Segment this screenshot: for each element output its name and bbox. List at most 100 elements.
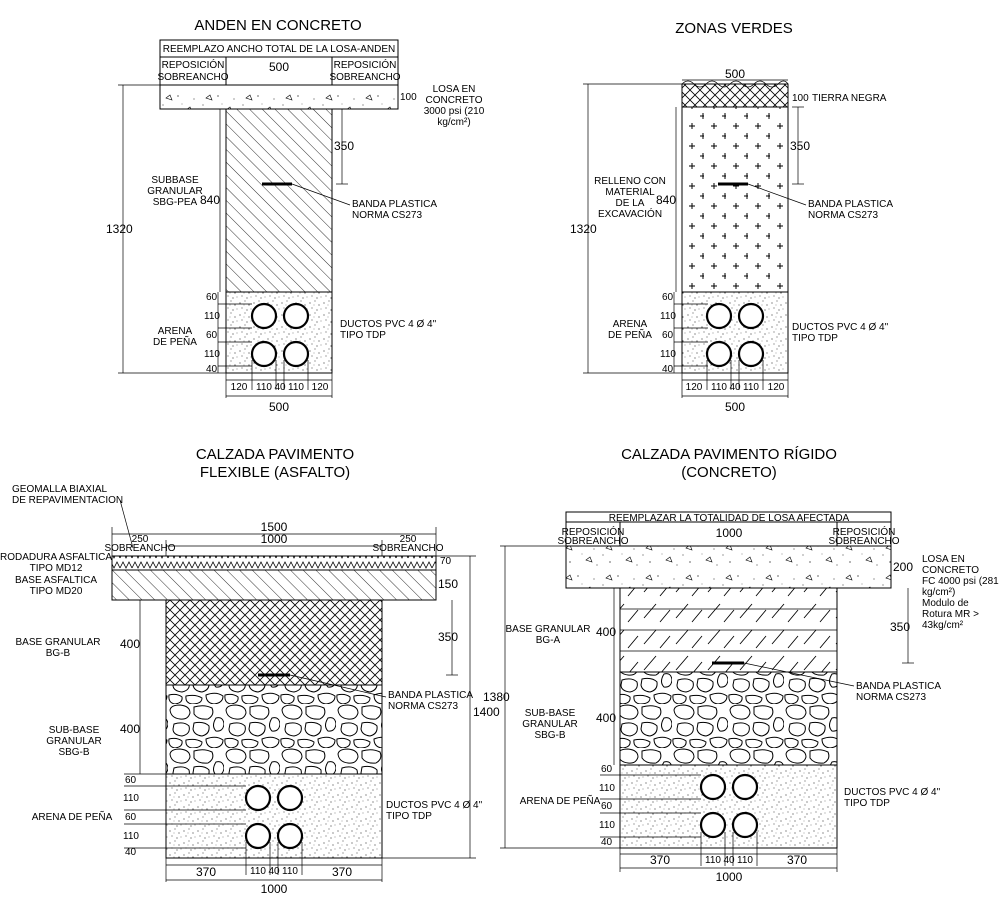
rigido-losa-2: CONCRETO [922, 565, 979, 576]
rigido-subbase-fill [619, 671, 838, 766]
anden-subbase-3: SBG-PEA [153, 197, 198, 208]
rigido-losa-7: 43kg/cm² [922, 620, 964, 631]
rigido-hdim-0: 370 [650, 853, 670, 867]
rigido-section: CALZADA PAVIMENTO RÍGIDO (CONCRETO) REEM… [483, 446, 999, 884]
anden-horizontal-dims: 120 110 40 110 120 500 [225, 360, 333, 414]
flexible-duct-4 [276, 822, 304, 850]
flexible-rodadura-1: RODADURA ASFALTICA [0, 552, 112, 563]
anden-dim-100: 100 [400, 92, 417, 103]
zonas-duct-3 [705, 340, 733, 368]
flexible-vdim-2: 60 [125, 812, 137, 823]
flexible-vdim-3: 110 [123, 831, 139, 842]
flexible-rodadura-2: TIPO MD12 [30, 563, 83, 574]
zonas-dim-1320: 1320 [570, 222, 597, 236]
zonas-hdim-2: 40 [729, 382, 741, 393]
zonas-vdim-0: 60 [662, 292, 674, 303]
zonas-horizontal-dims: 120 110 40 110 120 500 [681, 360, 789, 414]
zonas-dim-350: 350 [790, 139, 810, 153]
anden-hdim-3: 110 [288, 382, 304, 393]
flexible-sub-3: SBG-B [58, 747, 89, 758]
flexible-dim-350: 350 [438, 630, 458, 644]
rigido-arena: ARENA DE PEÑA [520, 794, 601, 807]
zonas-arena-2: DE PEÑA [608, 328, 652, 341]
anden-hdim-1: 110 [256, 382, 272, 393]
zonas-banda-1: BANDA PLASTICA [808, 199, 893, 210]
rigido-duct-1 [699, 773, 727, 801]
zonas-vertical-dims: 60 110 60 110 40 [660, 292, 708, 375]
anden-arena-fill [225, 291, 333, 374]
anden-vertical-dims: 60 110 60 110 40 [204, 292, 252, 375]
zonas-dim-840: 840 [656, 193, 676, 207]
flexible-dim-400b: 400 [120, 722, 140, 736]
flexible-sob-right: SOBREANCHO [372, 543, 443, 554]
flexible-base-asf-1: BASE ASFALTICA [15, 575, 97, 586]
rigido-vertical-dims: 60 110 60 110 40 [599, 764, 701, 848]
zonas-relleno-fill [681, 106, 789, 293]
rigido-title-2: (CONCRETO) [681, 464, 777, 481]
flexible-base-asfaltica-fill [111, 569, 437, 601]
rigido-width-1000: 1000 [716, 526, 743, 540]
flexible-title-2: FLEXIBLE (ASFALTO) [200, 464, 350, 481]
rigido-losa-1: LOSA EN [922, 554, 965, 565]
zonas-relleno-3: DE LA [616, 198, 645, 209]
rigido-base-gran-1: BASE GRANULAR [505, 624, 590, 635]
flexible-hdim-4: 370 [332, 865, 352, 879]
rigido-dim-1380: 1380 [483, 690, 510, 704]
flexible-horizontal-dims: 370 110 40 110 370 1000 [165, 842, 383, 896]
flexible-dim-400a: 400 [120, 637, 140, 651]
rigido-dim-400b: 400 [596, 711, 616, 725]
zonas-vdim-3: 110 [660, 349, 676, 360]
rigido-duct-3 [699, 811, 727, 839]
zonas-width-top: 500 [725, 67, 745, 81]
zonas-tierra: TIERRA NEGRA [812, 93, 887, 104]
flexible-banda-1: BANDA PLASTICA [388, 690, 473, 701]
flexible-sub-2: GRANULAR [46, 736, 102, 747]
flexible-base-granular-fill [165, 599, 383, 686]
anden-losa-3: 3000 psi (210 [424, 106, 485, 117]
rigido-hdim-4: 370 [787, 853, 807, 867]
rigido-vdim-2: 60 [601, 801, 613, 812]
anden-vdim-3: 110 [204, 349, 220, 360]
flexible-width-1500: 1500 [261, 520, 288, 534]
zonas-relleno-2: MATERIAL [605, 187, 655, 198]
rigido-ductos-1: DUCTOS PVC 4 Ø 4" [844, 787, 941, 798]
rigido-losa-3: FC 4000 psi (281 [922, 576, 999, 587]
rigido-losa-fill [565, 545, 892, 589]
zonas-ductos-2: TIPO TDP [792, 333, 838, 344]
rigido-top-note: REEMPLAZAR LA TOTALIDAD DE LOSA AFECTADA [609, 513, 850, 524]
flexible-vertical-dims: 60 110 60 110 40 [123, 773, 246, 858]
flexible-vdim-0: 60 [125, 775, 137, 786]
flexible-ductos-1: DUCTOS PVC 4 Ø 4" [386, 800, 483, 811]
zonas-relleno-4: EXCAVACIÓN [598, 207, 662, 220]
zonas-banda-2: NORMA CS273 [808, 210, 878, 221]
flexible-hdim-0: 370 [196, 865, 216, 879]
rigido-title-1: CALZADA PAVIMENTO RÍGIDO [621, 446, 837, 463]
anden-repos-left-1: REPOSICIÓN [162, 58, 225, 71]
flexible-geomalla-1: GEOMALLA BIAXIAL [12, 484, 107, 495]
zonas-tierra-fill [681, 83, 789, 108]
flexible-width-bottom: 1000 [261, 882, 288, 896]
zonas-duct-1 [705, 302, 733, 330]
anden-banda-2: NORMA CS273 [352, 210, 422, 221]
anden-duct-3 [250, 340, 278, 368]
rigido-ductos-2: TIPO TDP [844, 798, 890, 809]
anden-title: ANDEN EN CONCRETO [194, 17, 361, 34]
flexible-base-gran-1: BASE GRANULAR [15, 637, 100, 648]
flexible-dim-150: 150 [438, 577, 458, 591]
rigido-vdim-4: 40 [601, 837, 613, 848]
flexible-dim-70: 70 [440, 556, 452, 567]
rigido-arena-fill [619, 764, 838, 849]
rigido-repos-right-2: SOBREANCHO [828, 536, 899, 547]
rigido-dim-200: 200 [893, 560, 913, 574]
rigido-banda-2: NORMA CS273 [856, 692, 926, 703]
flexible-vdim-4: 40 [125, 847, 137, 858]
rigido-hdim-1: 110 [705, 855, 721, 866]
anden-repos-right-1: REPOSICIÓN [334, 58, 397, 71]
flexible-arena-fill [165, 773, 383, 859]
flexible-sob-left-val: 250 [132, 534, 149, 545]
anden-subbase-2: GRANULAR [147, 186, 203, 197]
rigido-losa-6: Rotura MR > [922, 609, 979, 620]
flexible-banda-2: NORMA CS273 [388, 701, 458, 712]
zonas-vdim-1: 110 [660, 311, 676, 322]
rigido-repos-right-1: REPOSICIÓN [833, 525, 896, 538]
